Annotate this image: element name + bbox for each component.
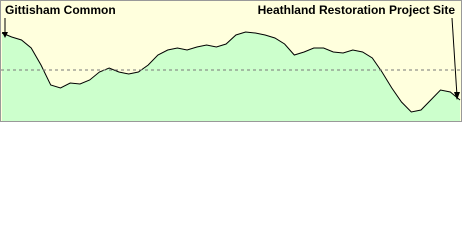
profile-line — [1, 31, 461, 113]
start-label: Gittisham Common — [5, 3, 116, 17]
page: {"chart_data": {"type": "area", "color":… — [0, 0, 462, 122]
start-arrowhead — [2, 32, 8, 38]
end-arrow — [451, 17, 458, 97]
area-fill — [2, 32, 460, 122]
end-arrowhead — [454, 92, 460, 100]
chart: Gittisham Common Heathland Restoration P… — [0, 0, 462, 122]
end-label: Heathland Restoration Project Site — [258, 3, 456, 17]
